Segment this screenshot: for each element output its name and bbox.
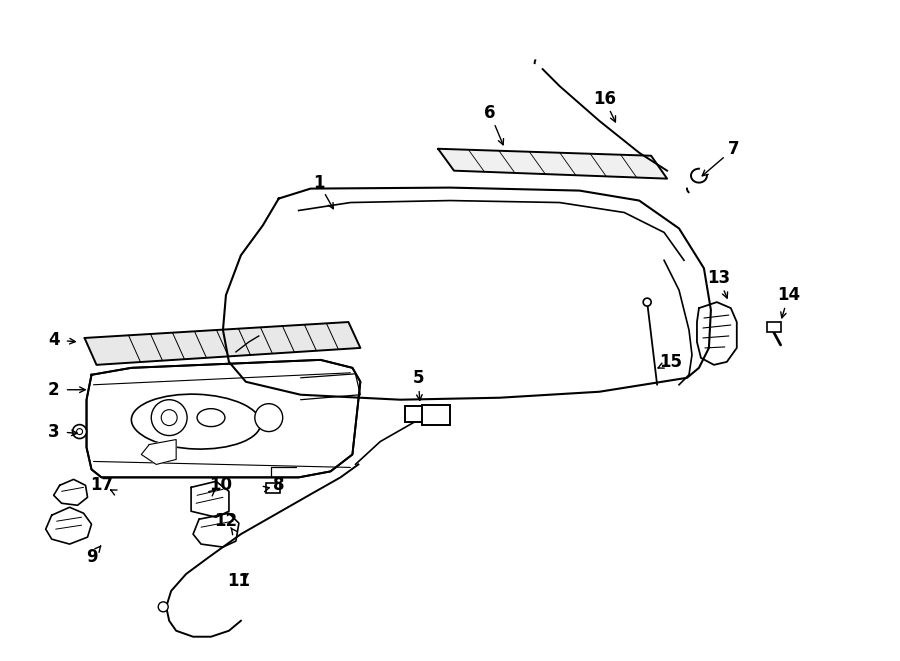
Circle shape [151,400,187,436]
Ellipse shape [131,394,261,449]
Circle shape [158,602,168,612]
Text: 5: 5 [412,369,424,387]
Text: 9: 9 [86,548,97,566]
Polygon shape [697,302,737,365]
Text: 10: 10 [210,477,232,494]
Text: 12: 12 [214,512,238,530]
Polygon shape [54,479,87,505]
Circle shape [161,410,177,426]
Polygon shape [86,360,360,477]
Ellipse shape [197,408,225,426]
FancyBboxPatch shape [767,322,780,332]
Text: 1: 1 [313,174,324,192]
FancyBboxPatch shape [422,405,450,424]
Text: 14: 14 [777,286,800,304]
Text: 8: 8 [273,477,284,494]
Circle shape [255,404,283,432]
Text: 16: 16 [593,90,616,108]
Polygon shape [85,322,360,365]
Text: 3: 3 [48,422,59,441]
Polygon shape [141,440,176,465]
Polygon shape [46,507,92,544]
Polygon shape [438,149,667,178]
Text: 6: 6 [484,104,496,122]
Polygon shape [194,513,238,547]
FancyBboxPatch shape [266,483,280,493]
Circle shape [644,298,652,306]
Text: 11: 11 [228,572,250,590]
Polygon shape [191,481,229,517]
Text: 4: 4 [48,331,59,349]
Text: 17: 17 [90,477,113,494]
Text: 13: 13 [707,269,731,288]
Text: 15: 15 [660,353,682,371]
Circle shape [76,428,83,434]
Text: 2: 2 [48,381,59,399]
FancyBboxPatch shape [405,406,425,422]
Circle shape [73,424,86,438]
Text: 7: 7 [728,139,740,158]
